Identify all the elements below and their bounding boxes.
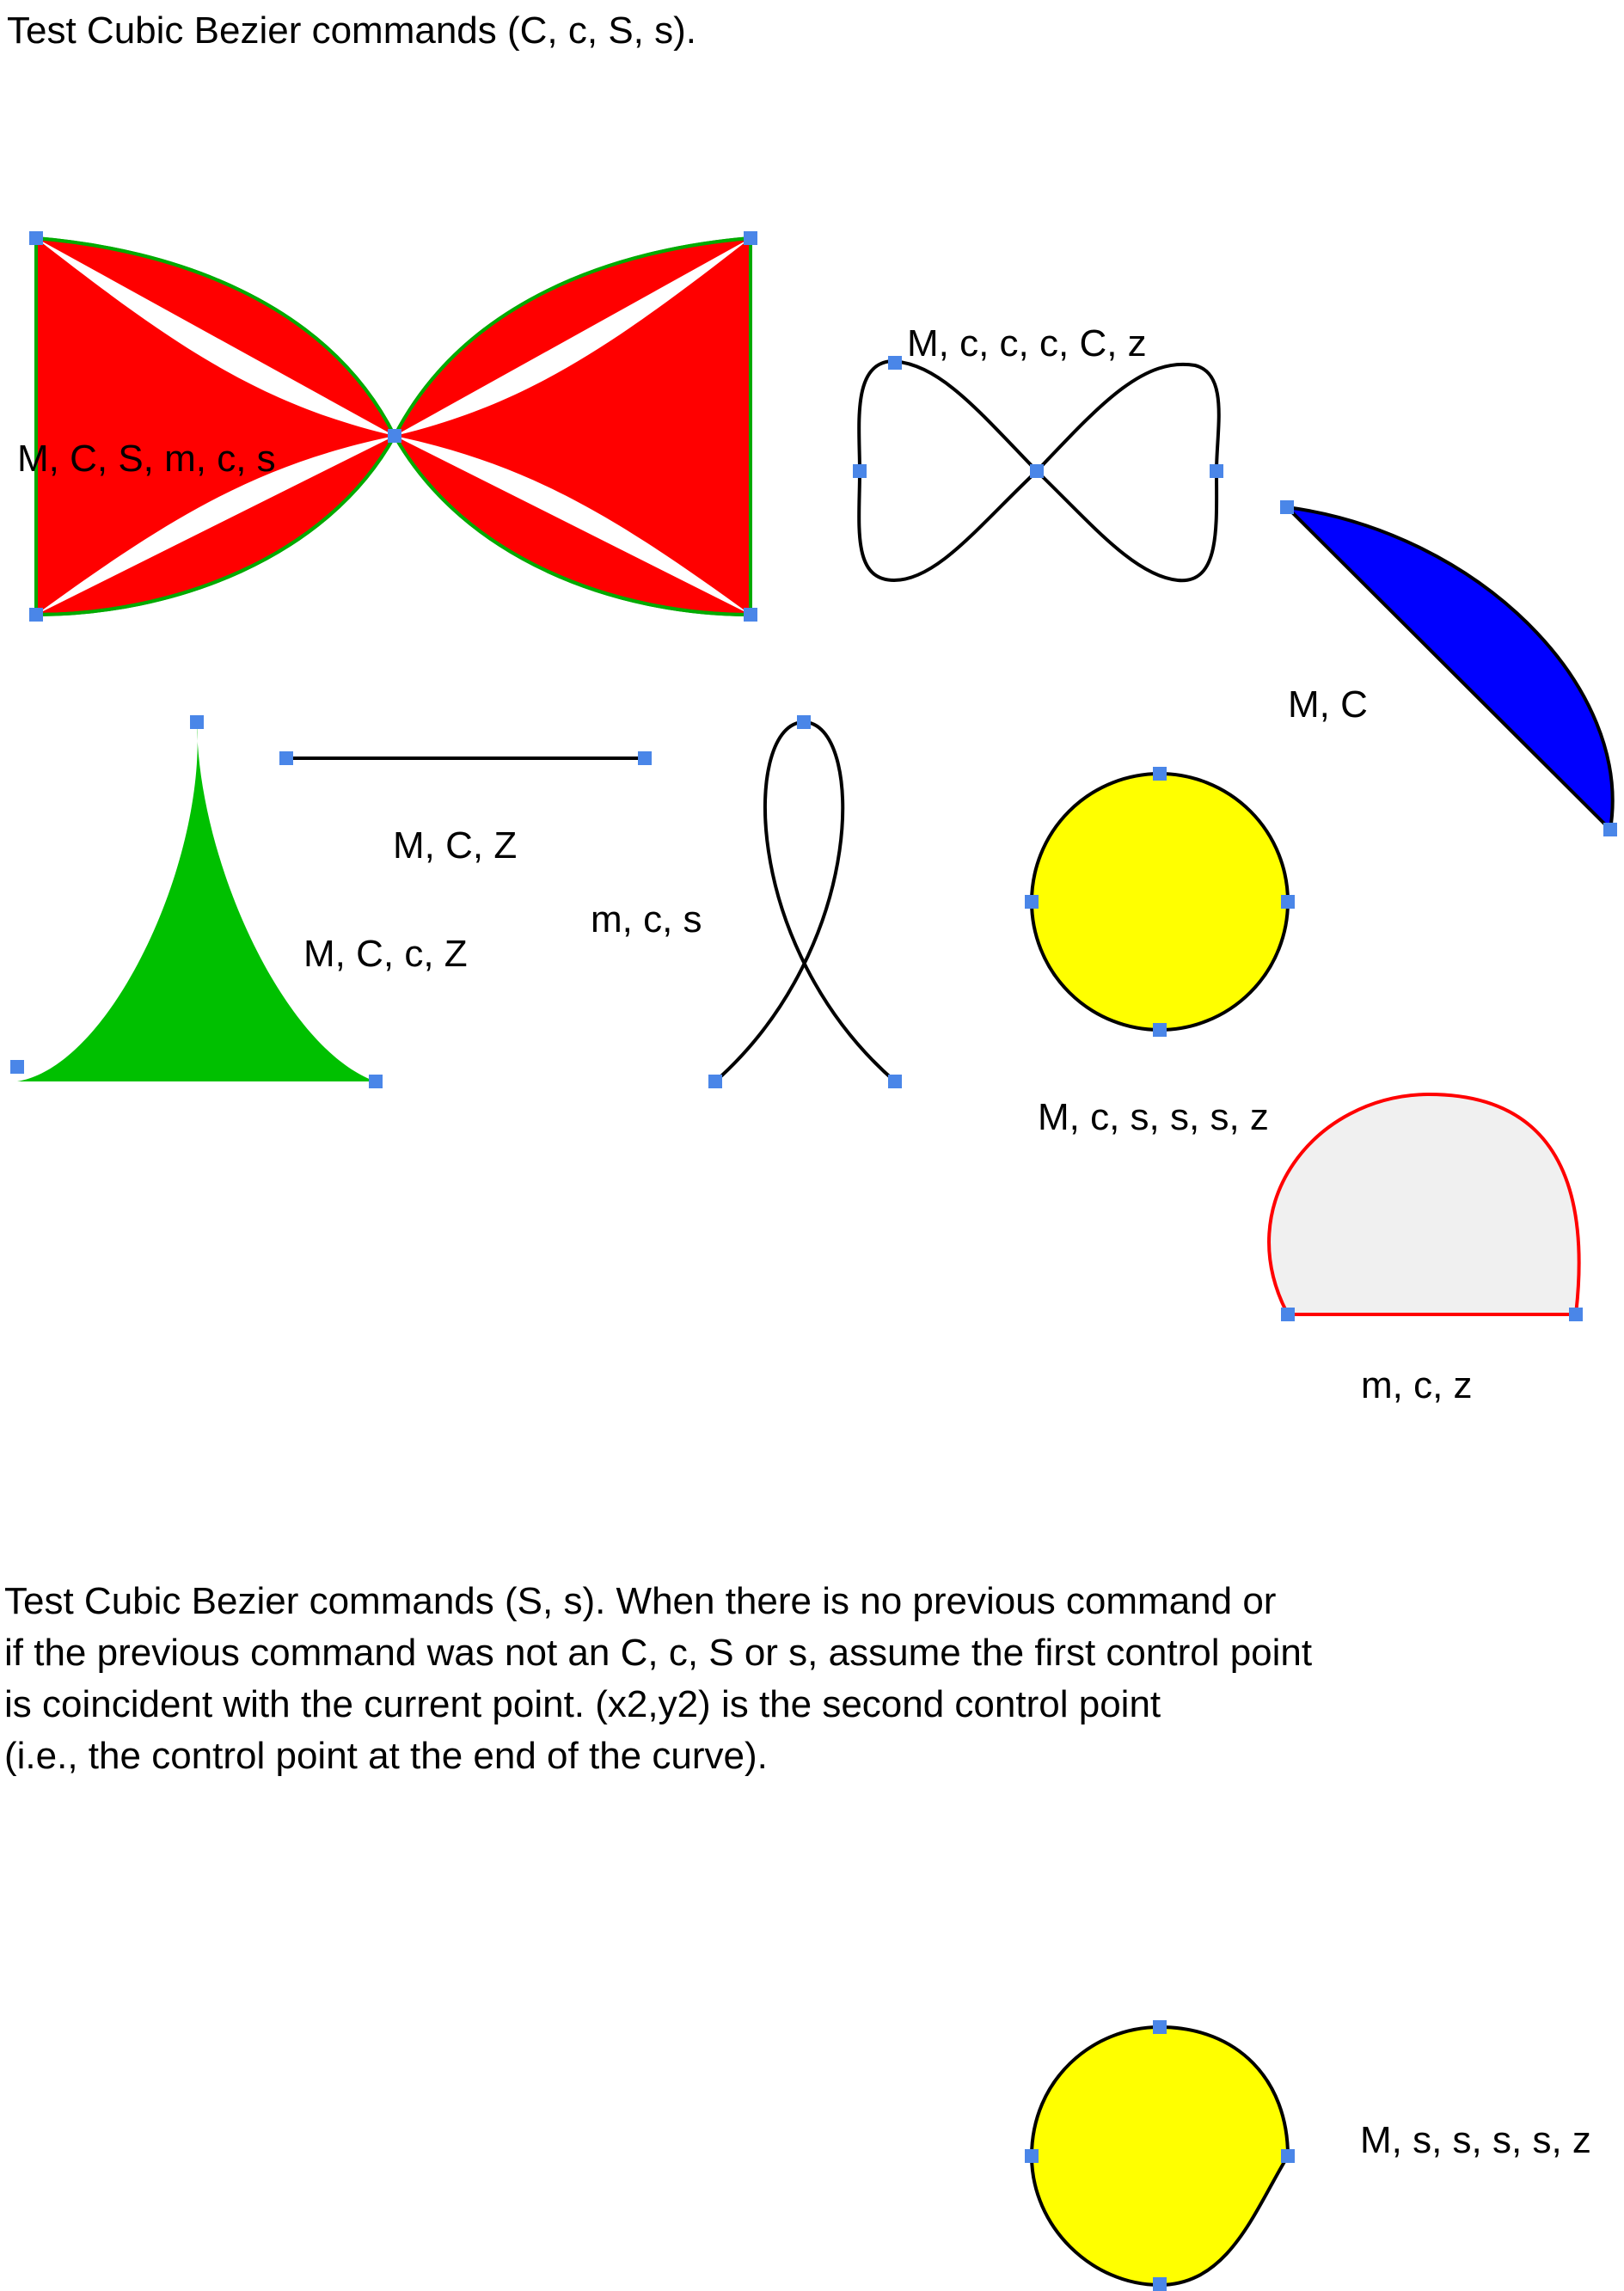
handle[interactable]	[1281, 2149, 1295, 2163]
green-shape	[17, 722, 376, 1081]
loop-shape	[714, 720, 897, 1083]
bowtie-left-lobe	[34, 236, 397, 617]
handle[interactable]	[1153, 2020, 1167, 2034]
note-line-3: is coincident with the current point. (x…	[4, 1683, 1161, 1725]
handle[interactable]	[1025, 2149, 1039, 2163]
note-line-4: (i.e., the control point at the end of t…	[4, 1735, 768, 1777]
handle[interactable]	[1153, 2277, 1167, 2291]
note-paragraph: Test Cubic Bezier commands (S, s). When …	[4, 1580, 1312, 1777]
label-line: M, C, Z	[393, 824, 517, 867]
label-blue-wedge: M, C	[1288, 683, 1368, 726]
note-line-2: if the previous command was not an C, c,…	[4, 1632, 1312, 1674]
label-bowtie: M, C, S, m, c, s	[17, 438, 276, 480]
handle[interactable]	[388, 429, 401, 443]
handle[interactable]	[10, 1060, 24, 1074]
grey-dome-shape	[1267, 1092, 1581, 1316]
handle[interactable]	[29, 608, 43, 622]
handles	[10, 231, 1617, 2291]
handle[interactable]	[888, 1075, 902, 1088]
handle[interactable]	[369, 1075, 383, 1088]
blue-wedge-shape	[1282, 505, 1615, 834]
label-green: M, C, c, Z	[303, 933, 468, 975]
bowtie-right-lobe	[392, 236, 752, 617]
handle[interactable]	[1281, 895, 1295, 909]
handle[interactable]	[279, 751, 293, 765]
handle[interactable]	[708, 1075, 722, 1088]
handle[interactable]	[744, 608, 757, 622]
handle[interactable]	[1025, 895, 1039, 909]
yellow-circle-shape	[1030, 772, 1290, 1032]
note-line-1: Test Cubic Bezier commands (S, s). When …	[4, 1580, 1276, 1622]
label-loop: m, c, s	[591, 898, 702, 940]
label-dome: m, c, z	[1361, 1364, 1473, 1406]
handle[interactable]	[888, 356, 902, 370]
handle[interactable]	[190, 715, 204, 729]
handle[interactable]	[1210, 464, 1223, 478]
handle[interactable]	[853, 464, 867, 478]
handle[interactable]	[1153, 1023, 1167, 1037]
page-title: Test Cubic Bezier commands (C, c, S, s).	[7, 9, 696, 52]
handle[interactable]	[1280, 500, 1294, 514]
label-circle: M, c, s, s, s, z	[1038, 1096, 1269, 1138]
handle[interactable]	[744, 231, 757, 245]
handle[interactable]	[1153, 767, 1167, 781]
handle[interactable]	[1569, 1308, 1583, 1321]
handle[interactable]	[1030, 464, 1044, 478]
bowtie-shape	[34, 236, 752, 617]
handle[interactable]	[29, 231, 43, 245]
label-infinity: M, c, c, c, C, z	[907, 322, 1147, 364]
smooth-circle-shape	[1029, 2025, 1290, 2288]
handle[interactable]	[638, 751, 652, 765]
handle[interactable]	[1603, 823, 1617, 836]
handle[interactable]	[1281, 1308, 1295, 1321]
label-smooth-circle: M, s, s, s, s, z	[1360, 2119, 1591, 2161]
handle[interactable]	[797, 715, 811, 729]
